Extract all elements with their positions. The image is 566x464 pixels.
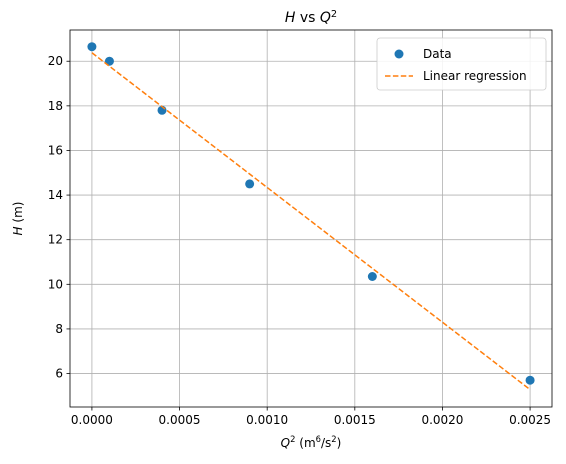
- x-tick-label: 0.0000: [71, 413, 113, 427]
- legend: Data Linear regression: [376, 37, 547, 91]
- x-tick-label: 0.0010: [246, 413, 288, 427]
- chart-title: H vs Q2: [285, 9, 337, 27]
- axis-ticks: 0.0000 0.0005 0.0010 0.0015 0.0020 0.0025 6 8 10…: [48, 54, 551, 427]
- y-tick-label: 10: [48, 277, 63, 291]
- legend-label: Linear regression: [423, 69, 527, 83]
- data-point: [367, 272, 377, 281]
- x-tick-label: 0.0005: [159, 413, 201, 427]
- y-tick-label: 12: [48, 233, 63, 247]
- y-tick-label: 14: [48, 188, 63, 202]
- legend-label: Data: [423, 47, 452, 61]
- x-axis-label: Q2 (m6/s2): [281, 434, 342, 450]
- data-point: [104, 56, 114, 66]
- y-axis-label: H (m): [11, 202, 25, 236]
- y-tick-label: 8: [55, 322, 63, 336]
- data-point: [87, 42, 97, 52]
- y-tick-label: 18: [48, 99, 63, 113]
- x-tick-label: 0.0025: [509, 413, 551, 427]
- legend-box: [376, 37, 547, 91]
- data-point: [525, 375, 535, 385]
- y-tick-label: 6: [55, 367, 63, 381]
- x-tick-label: 0.0020: [421, 413, 463, 427]
- regression-line: [91, 52, 531, 391]
- x-tick-label: 0.0015: [334, 413, 376, 427]
- data-point: [245, 179, 255, 189]
- plot-series: [87, 42, 535, 391]
- y-tick-label: 20: [48, 54, 63, 68]
- legend-marker-swatch: [394, 49, 404, 59]
- plot-frame: [69, 29, 553, 408]
- y-tick-label: 16: [48, 143, 63, 157]
